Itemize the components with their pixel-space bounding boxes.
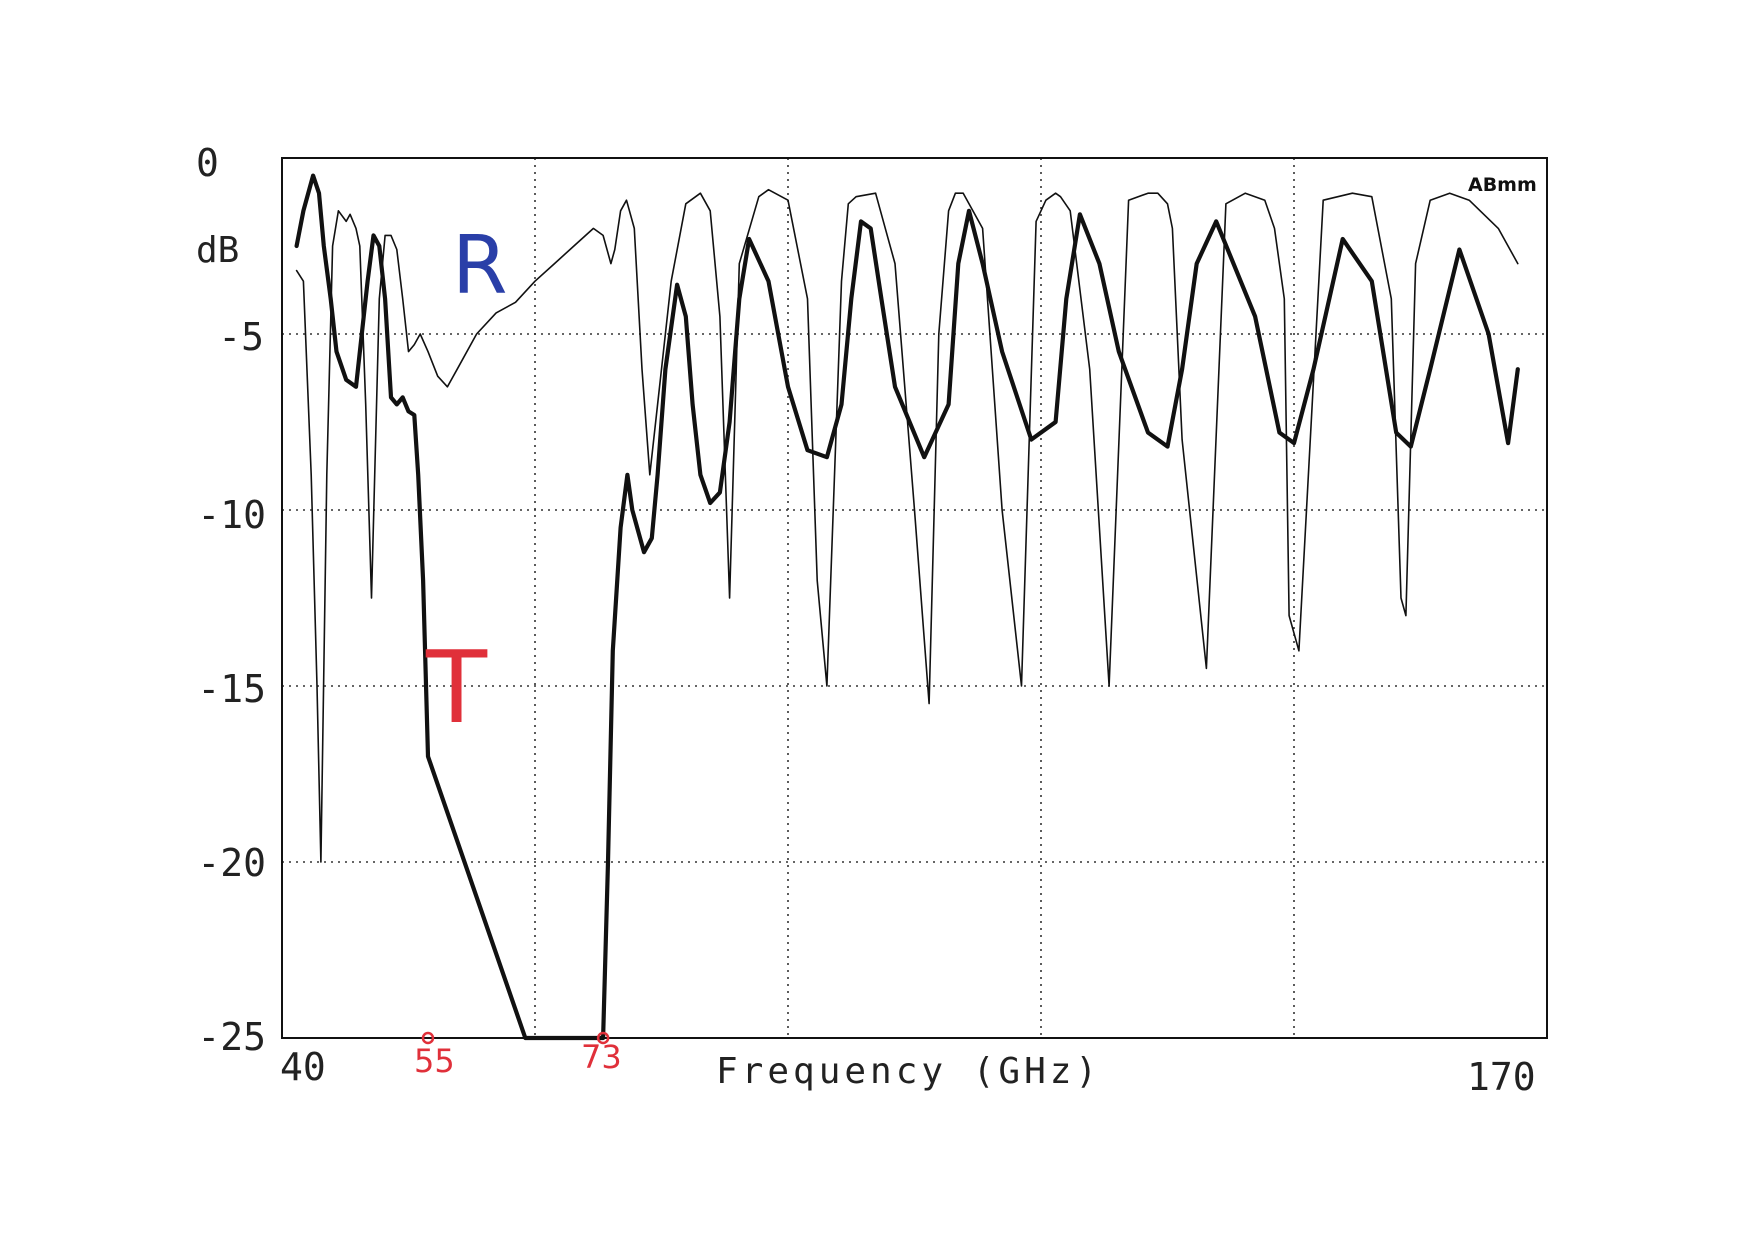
x-tick-label-40: 40 xyxy=(280,1045,326,1089)
y-tick-label-minus15: -15 xyxy=(197,667,266,711)
series-layer xyxy=(294,173,1520,1041)
series-line-t xyxy=(294,173,1520,1041)
plot-border xyxy=(281,157,1548,1039)
plot-frame xyxy=(281,157,1548,1039)
y-tick-label-minus25: -25 xyxy=(197,1015,266,1059)
y-tick-label-0: 0 xyxy=(196,141,219,185)
marker-73 xyxy=(596,1031,610,1045)
series-line-r xyxy=(295,188,1519,863)
series-label-r: R xyxy=(452,219,508,312)
y-axis-unit-label: dB xyxy=(196,230,239,271)
y-tick-label-minus5: -5 xyxy=(218,315,264,359)
series-label-t: T xyxy=(425,629,488,746)
x-tick-label-170: 170 xyxy=(1467,1055,1536,1099)
marker-label-55: 55 xyxy=(414,1042,455,1080)
y-tick-label-minus20: -20 xyxy=(197,841,266,885)
annotations: R T 55 73 xyxy=(414,219,622,1080)
marker-label-73: 73 xyxy=(581,1038,622,1076)
x-axis-label: Frequency (GHz) xyxy=(716,1051,1101,1092)
logo-text: ABmm xyxy=(1468,174,1537,196)
y-axis: 0 dB -5 -10 -15 -20 -25 xyxy=(196,141,266,1059)
x-axis: 40 Frequency (GHz) 170 xyxy=(280,1045,1536,1099)
marker-55 xyxy=(421,1031,435,1045)
grid-layer xyxy=(282,158,1547,1038)
y-tick-label-minus10: -10 xyxy=(197,493,266,537)
